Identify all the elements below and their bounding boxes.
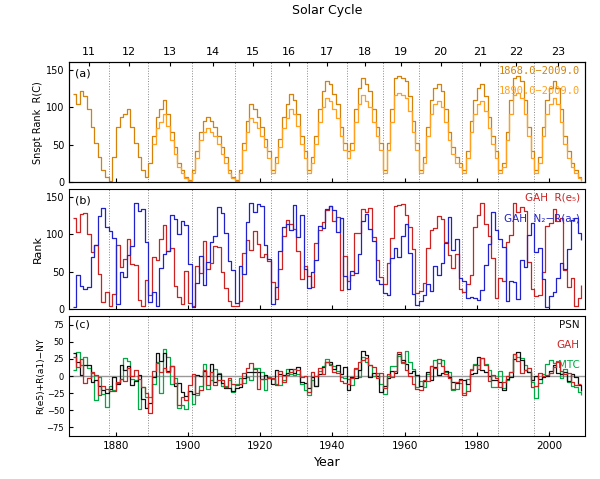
Text: GAH  R(e₅): GAH R(e₅): [525, 193, 580, 203]
Text: GAH  N₂−R(a₁): GAH N₂−R(a₁): [504, 213, 580, 223]
Text: Solar Cycle: Solar Cycle: [292, 4, 362, 17]
Y-axis label: Snspt Rank  R(C): Snspt Rank R(C): [33, 81, 43, 163]
Text: (b): (b): [75, 195, 91, 205]
Text: GAH: GAH: [557, 340, 580, 350]
Text: 1868.0−2009.0: 1868.0−2009.0: [499, 66, 580, 76]
Text: 1890.0−2009.0: 1890.0−2009.0: [499, 86, 580, 96]
Text: (a): (a): [75, 68, 91, 78]
Text: (c): (c): [75, 320, 90, 330]
Text: MTC: MTC: [558, 361, 580, 370]
Y-axis label: R(e5)+R(a1)−NY: R(e5)+R(a1)−NY: [36, 338, 45, 414]
Text: PSN: PSN: [559, 320, 580, 330]
Y-axis label: Rank: Rank: [33, 235, 43, 263]
X-axis label: Year: Year: [314, 456, 340, 469]
